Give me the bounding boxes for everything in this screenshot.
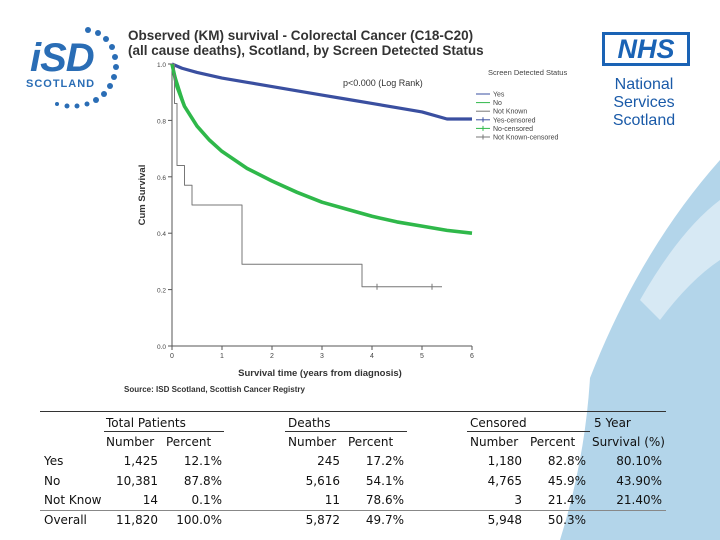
subheader-deaths-number: Number [288, 435, 337, 449]
y-tick-label: 0.8 [157, 118, 166, 125]
chart-title-line-1: Observed (KM) survival - Colorectal Canc… [128, 28, 474, 43]
cell-cens-pct: 21.4% [547, 493, 586, 507]
subheader-total-percent: Percent [166, 435, 212, 449]
x-tick-label: 4 [370, 353, 374, 360]
y-tick-label: 0.0 [157, 344, 166, 351]
x-tick-label: 1 [220, 353, 224, 360]
cell-total-n: 14 [142, 493, 158, 507]
cell-deaths-n: 5,616 [305, 474, 340, 488]
cell-deaths-n: 245 [317, 454, 340, 468]
legend-entry: No-censored [493, 126, 533, 133]
y-tick-label: 0.2 [157, 288, 166, 295]
cell-cens-pct: 50.3% [547, 513, 586, 527]
legend-entry: Yes-censored [493, 117, 536, 124]
subheader-censored-number: Number [470, 435, 519, 449]
legend-entry: Not Known [493, 109, 527, 116]
group-header-five-year: 5 Year [594, 416, 631, 430]
cell-surv: 43.90% [616, 474, 662, 488]
cell-total-n: 1,425 [123, 454, 158, 468]
legend-title: Screen Detected Status [488, 68, 567, 77]
x-tick-label: 3 [320, 353, 324, 360]
y-axis-label: Cum Survival [137, 165, 148, 226]
series-line-yes [171, 62, 472, 121]
isd-logo-text: iSD [30, 36, 95, 80]
cell-total-pct: 87.8% [183, 474, 222, 488]
chart-title: Observed (KM) survival - Colorectal Canc… [128, 28, 548, 58]
annotation-logrank: p<0.000 (Log Rank) [343, 78, 423, 88]
cell-deaths-pct: 17.2% [365, 454, 404, 468]
cell-cens-n: 1,180 [487, 454, 522, 468]
subheader-total-number: Number [106, 435, 155, 449]
group-header-total: Total Patients [106, 416, 186, 430]
nhs-line-1: National [614, 76, 674, 93]
y-tick-label: 0.6 [157, 175, 166, 182]
table-total-rule [40, 510, 666, 511]
group-header-censored: Censored [470, 416, 527, 430]
cell-cens-pct: 82.8% [547, 454, 586, 468]
x-tick-label: 5 [420, 353, 424, 360]
series-line-no [170, 63, 473, 235]
source-note: Source: ISD Scotland, Scottish Cancer Re… [124, 385, 305, 394]
y-tick-label: 0.4 [157, 231, 166, 238]
cell-label: Not Know [44, 493, 102, 507]
cell-total-pct: 0.1% [191, 493, 223, 507]
cell-deaths-pct: 78.6% [365, 493, 404, 507]
nhs-services-text: National Services Scotland [592, 76, 696, 130]
cell-total-n: 11,820 [116, 513, 158, 527]
cell-cens-n: 4,765 [487, 474, 522, 488]
subheader-survival: Survival (%) [592, 435, 665, 449]
cell-total-pct: 12.1% [183, 454, 222, 468]
rule-total [104, 431, 224, 432]
y-tick-label: 1.0 [157, 62, 166, 69]
x-tick-label: 0 [170, 353, 174, 360]
isd-dots-ring [55, 27, 119, 109]
group-header-deaths: Deaths [288, 416, 331, 430]
series-line-no-start [171, 63, 186, 104]
rule-deaths [285, 431, 407, 432]
cell-total-n: 10,381 [116, 474, 158, 488]
cell-cens-pct: 45.9% [547, 474, 586, 488]
cell-surv: 80.10% [616, 454, 662, 468]
nhs-logo: NHS [602, 32, 690, 66]
x-tick-label: 2 [270, 353, 274, 360]
legend-entry: Yes [493, 92, 505, 99]
series-line-not-known [172, 63, 442, 288]
isd-logo-subtext: SCOTLAND [26, 78, 96, 90]
x-axis-label: Survival time (years from diagnosis) [238, 368, 402, 379]
cell-label: No [44, 474, 61, 488]
x-tick-label: 6 [470, 353, 474, 360]
nhs-line-3: Scotland [612, 112, 676, 129]
nhs-line-2: Services [613, 94, 675, 111]
cell-label: Yes [44, 454, 64, 468]
cell-deaths-pct: 54.1% [365, 474, 404, 488]
legend-entry: Not Known-censored [493, 135, 558, 142]
cell-deaths-n: 11 [324, 493, 340, 507]
rule-censored [467, 431, 590, 432]
isd-scotland-logo: iSD SCOTLAND [18, 26, 130, 116]
cell-cens-n: 5,948 [487, 513, 522, 527]
cell-surv: 21.40% [616, 493, 662, 507]
table-top-rule [40, 411, 666, 412]
cell-cens-n: 3 [514, 493, 522, 507]
subheader-censored-percent: Percent [530, 435, 576, 449]
cell-total-pct: 100.0% [176, 513, 222, 527]
chart-title-line-2: (all cause deaths), Scotland, by Screen … [128, 43, 484, 58]
legend-entry: No [493, 100, 502, 107]
cell-deaths-pct: 49.7% [365, 513, 404, 527]
cell-label: Overall [44, 513, 87, 527]
subheader-deaths-percent: Percent [348, 435, 394, 449]
cell-deaths-n: 5,872 [305, 513, 340, 527]
